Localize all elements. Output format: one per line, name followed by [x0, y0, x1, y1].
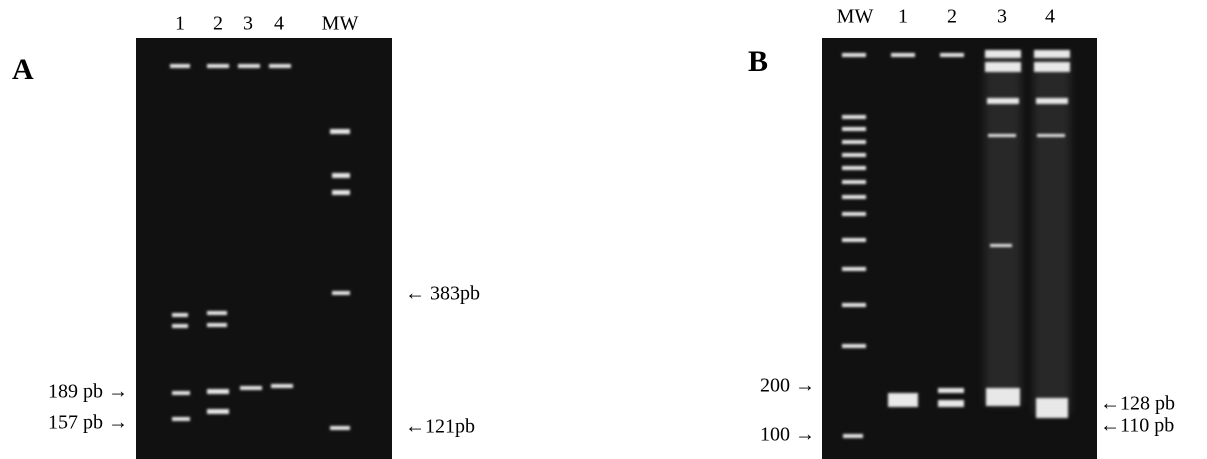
lane-label: 4	[274, 13, 284, 35]
ladder-band	[842, 195, 866, 199]
size-annotation: ← 383pb	[405, 283, 480, 305]
ladder-band	[842, 180, 866, 184]
size-annotation: 200 →	[760, 375, 815, 397]
ladder-band	[842, 166, 866, 170]
lane-label: 2	[213, 13, 223, 35]
lane-label: MW	[322, 13, 359, 35]
ladder-band	[842, 212, 866, 216]
size-annotation: 157 pb →	[48, 412, 128, 434]
size-annotation: ←121pb	[405, 416, 475, 438]
ladder-band	[842, 344, 866, 348]
panel-label: B	[748, 45, 768, 78]
lane-label: 1	[898, 6, 908, 28]
lane-label: MW	[837, 6, 874, 28]
lane-label: 3	[243, 13, 253, 35]
ladder-band	[842, 238, 866, 242]
gel-a	[136, 38, 392, 459]
lane-label: 2	[947, 6, 957, 28]
lane-label: 3	[997, 6, 1007, 28]
ladder-band	[842, 267, 866, 271]
size-annotation: ←128 pb	[1100, 393, 1175, 415]
lane-label: 1	[175, 13, 185, 35]
size-annotation: 100 →	[760, 424, 815, 446]
figure: A 1 2 3 4 MW 189 pb → 157 pb → ← 383pb ←…	[0, 0, 1207, 459]
ladder-band	[842, 140, 866, 144]
ladder-band	[842, 127, 866, 131]
panel-label: A	[12, 53, 34, 86]
size-annotation: ←110 pb	[1100, 415, 1174, 437]
ladder-band	[842, 303, 866, 307]
size-annotation: 189 pb →	[48, 381, 128, 403]
lane-label: 4	[1045, 6, 1055, 28]
ladder-band	[842, 153, 866, 157]
ladder-band	[842, 115, 866, 119]
